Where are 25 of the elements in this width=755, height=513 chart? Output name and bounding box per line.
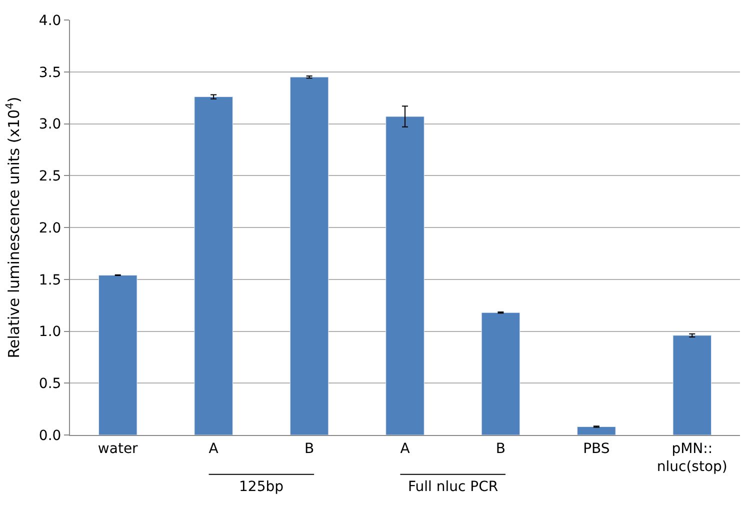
bar xyxy=(481,312,520,435)
x-tick-label: B xyxy=(496,440,506,457)
bar xyxy=(577,426,616,435)
bar xyxy=(386,116,424,435)
y-tick-label: 4.0 xyxy=(38,12,62,29)
bar xyxy=(290,76,329,435)
x-tick-label: pMN:: nluc(stop) xyxy=(656,440,728,475)
x-tick-label: PBS xyxy=(583,440,610,457)
bar xyxy=(194,96,233,435)
y-tick-label: 3.5 xyxy=(38,64,62,81)
y-tick-label: 2.0 xyxy=(38,220,62,236)
y-tick-label: 1.0 xyxy=(38,324,62,340)
bar xyxy=(98,274,138,435)
bar xyxy=(672,335,712,435)
x-tick-label: water xyxy=(98,440,138,457)
text: 125bp xyxy=(239,479,284,495)
x-tick-label: A xyxy=(400,440,410,457)
y-tick-label: 1.5 xyxy=(38,272,62,288)
y-tick-label: 2.5 xyxy=(38,168,62,185)
text: Full nluc PCR xyxy=(408,479,498,495)
x-tick-label: A xyxy=(208,440,219,457)
x-tick-label: B xyxy=(304,440,314,457)
y-tick-label: 0.0 xyxy=(38,428,62,444)
y-tick-label: 3.0 xyxy=(38,116,62,133)
y-tick-label: 0.5 xyxy=(38,376,62,392)
